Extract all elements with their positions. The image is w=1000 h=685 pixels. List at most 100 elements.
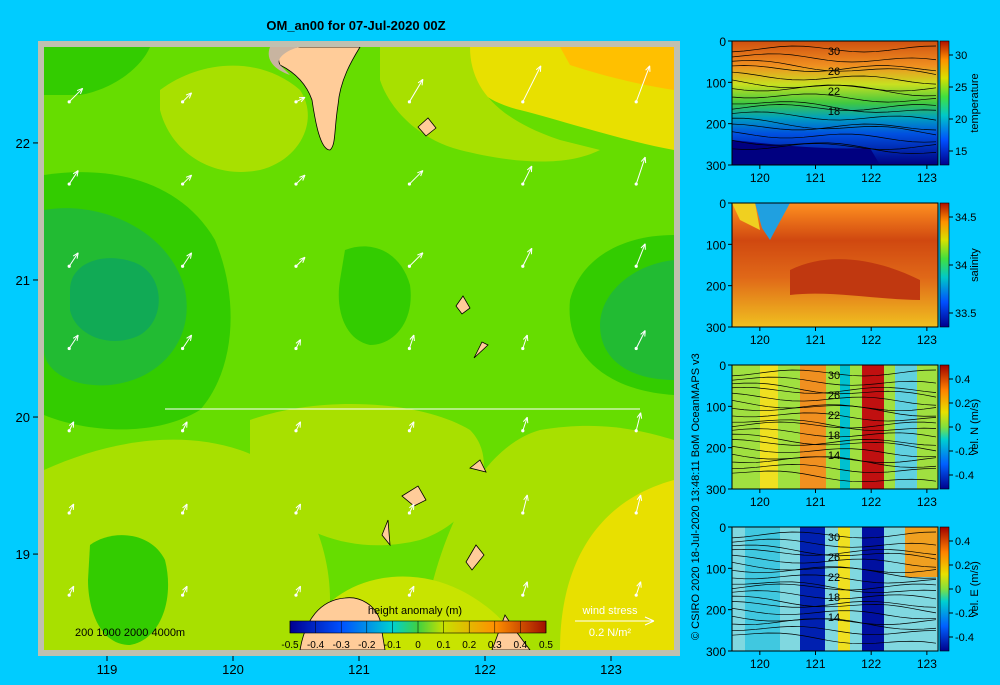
anomaly-region-mid-northeast (380, 47, 600, 162)
section-cbar-tick-label: 25 (955, 82, 967, 94)
wind-arrowhead (640, 330, 646, 337)
wind-arrow (635, 581, 642, 596)
section-y-tick-label: 0 (719, 521, 726, 535)
wind-arrow (295, 96, 306, 103)
section-y-tick-label: 200 (706, 118, 726, 132)
section-contour-line (731, 600, 937, 608)
wind-arrow-origin (634, 593, 638, 597)
wind-arrow (408, 334, 415, 349)
wind-arrow (522, 248, 533, 267)
section-contour-line (731, 392, 937, 406)
wind-arrow (295, 256, 306, 267)
anomaly-region-peak-northeast (560, 47, 674, 90)
wind-stress-value: 0.2 N/m² (589, 627, 632, 639)
wind-arrowhead (645, 65, 651, 72)
section-velE-band-c (838, 527, 850, 651)
colorbar-tick-label: -0.1 (384, 640, 402, 651)
section-velE-band-e (905, 527, 938, 577)
wind-arrowhead (522, 334, 529, 342)
anomaly-region-deep-east (600, 260, 674, 380)
wind-arrow (68, 170, 79, 185)
section-contour-line (731, 131, 937, 143)
wind-arrow (522, 581, 528, 596)
wind-arrowhead (409, 334, 415, 342)
section-contour-line (731, 53, 937, 63)
section-velN-colorbar (939, 364, 950, 490)
anomaly-region-high-southeast (560, 480, 674, 650)
section-contour-label: 18 (828, 592, 840, 604)
section-cbar-tick-label: 0.2 (955, 398, 970, 410)
island-southeast (469, 459, 487, 473)
section-contour-label: 26 (828, 66, 840, 78)
section-cbar-tick-label: 34 (955, 260, 967, 272)
section-contour-line (731, 574, 937, 584)
wind-arrow (295, 421, 301, 431)
wind-arrowhead (417, 252, 424, 259)
wind-arrow-origin (181, 593, 185, 597)
section-contour-line (731, 382, 937, 398)
map-x-tick-label: 120 (222, 662, 244, 677)
section-velN-band-a (760, 365, 778, 489)
wind-arrowhead (182, 503, 188, 510)
section-contour-line (731, 583, 937, 591)
anomaly-region-mid-north (160, 65, 308, 172)
section-contour-line (731, 428, 937, 438)
section-salinity: salinity (731, 202, 981, 328)
wind-arrow (408, 79, 424, 103)
colorbar-tick-label: -0.5 (281, 640, 299, 651)
wind-arrow-origin (294, 593, 298, 597)
anomaly-region-core-west (70, 258, 159, 341)
map-y-tick-label: 20 (16, 410, 30, 425)
section-salinity-cbar-label: salinity (969, 248, 981, 282)
section-contour-label: 22 (828, 86, 840, 98)
wind-arrow (68, 334, 79, 349)
section-contour-line (731, 470, 937, 483)
section-velocity-north: 30 26 22 18 14 vel. N (m/s) (731, 364, 981, 490)
island-small-north (417, 117, 437, 137)
section-x-tick-label: 122 (861, 657, 881, 671)
section-velE-frame (731, 526, 939, 652)
colorbar-tick-label: -0.2 (358, 640, 376, 651)
section-contour-line (731, 561, 937, 579)
wind-arrow (182, 252, 193, 267)
wind-arrow (409, 252, 424, 267)
wind-arrowhead (522, 416, 529, 424)
wind-arrowhead (186, 334, 193, 341)
colorbar-tick-label: 0.2 (462, 640, 476, 651)
map-x-tick-label: 122 (474, 662, 496, 677)
section-x-tick-label: 121 (805, 495, 825, 509)
section-contour-line (731, 71, 937, 85)
map-y-tick-label: 21 (16, 273, 30, 288)
section-contour-line (731, 84, 937, 92)
section-y-tick-label: 300 (706, 483, 726, 497)
section-cbar-tick-label: 0 (955, 422, 961, 434)
section-velN-band-c (840, 365, 850, 489)
wind-arrowhead (295, 421, 301, 428)
wind-arrowhead (535, 65, 542, 72)
colorbar-tick-label: -0.3 (333, 640, 351, 651)
wind-arrow (408, 421, 415, 431)
section-contour-line (731, 618, 937, 625)
figure-title: OM_an00 for 07-Jul-2020 00Z (266, 18, 445, 33)
section-y-tick-label: 100 (706, 400, 726, 414)
section-contour-label: 30 (828, 532, 840, 544)
section-contour-line (731, 548, 937, 556)
colorbar-tick-label: -0.4 (307, 640, 325, 651)
section-contour-label: 30 (828, 370, 840, 382)
wind-arrowhead (185, 174, 193, 181)
island-sliver-south (381, 519, 391, 547)
wind-arrow (182, 421, 188, 431)
land-luzon-strait-north (278, 47, 361, 151)
wind-arrow-origin (521, 593, 525, 597)
shelf-north (268, 47, 300, 75)
wind-arrow (68, 585, 75, 596)
section-temperature-contours: 30 26 22 18 (731, 45, 937, 154)
wind-arrowhead (640, 243, 646, 250)
section-cbar-tick-label: 33.5 (955, 308, 976, 320)
colorbar-tick-label: 0.1 (437, 640, 451, 651)
island-center-south (473, 341, 489, 359)
map-x-tick-label: 121 (348, 662, 370, 677)
wind-arrowhead (68, 503, 75, 510)
